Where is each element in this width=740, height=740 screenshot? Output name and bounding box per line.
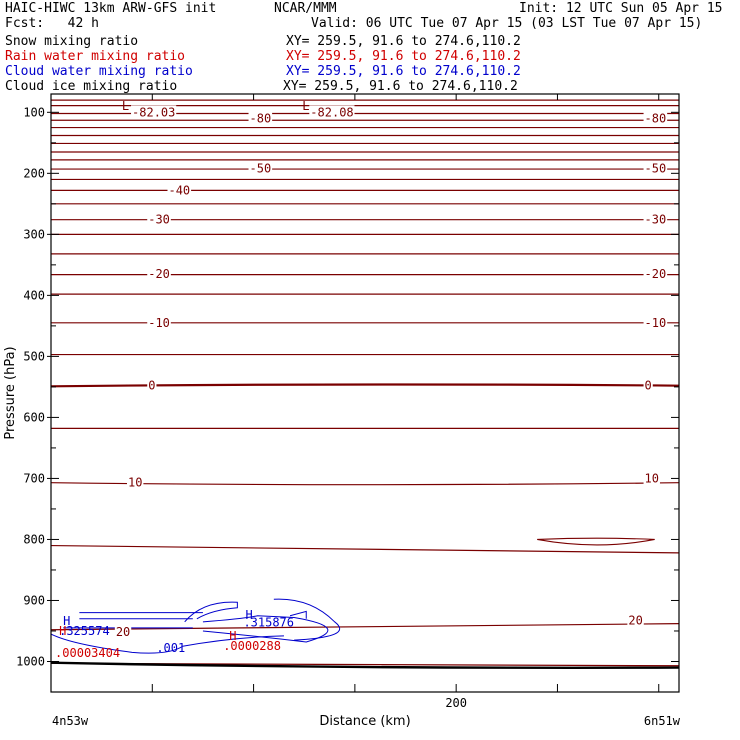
y-tick-label: 900 xyxy=(23,593,45,607)
contour-label-bg xyxy=(147,378,157,392)
y-tick-label: 200 xyxy=(23,166,45,180)
plot-frame xyxy=(50,93,680,693)
contour-label-bg xyxy=(248,161,273,175)
contour-label: H xyxy=(245,608,252,622)
contour-label-bg xyxy=(126,475,144,489)
header-init: Init: 12 UTC Sun 05 Apr 15 xyxy=(519,1,723,16)
field-snow-name: Snow mixing ratio xyxy=(5,34,139,49)
cloud-water-contour xyxy=(289,610,307,619)
y-tick-label: 500 xyxy=(23,349,45,363)
cloud-water-contour xyxy=(273,598,341,641)
field-cloud-water-name: Cloud water mixing ratio xyxy=(5,64,193,79)
y-tick-label: 700 xyxy=(23,471,45,485)
contour-label-bg xyxy=(131,105,177,119)
contour-label-bg xyxy=(167,183,192,197)
contour-label: .315876 xyxy=(243,615,294,629)
corner-label-left: 4n53w xyxy=(52,714,89,728)
cloud-water-contour xyxy=(184,601,238,623)
field-rain-xy: XY= 259.5, 91.6 to 274.6,110.2 xyxy=(286,49,521,64)
y-tick-label: 100 xyxy=(23,105,45,119)
temperature-contour xyxy=(50,544,680,554)
temperature-contour xyxy=(50,623,680,631)
x-axis-label: Distance (km) xyxy=(319,714,410,729)
contour-label: -30 xyxy=(148,213,170,227)
header-title-mid: NCAR/MMM xyxy=(274,1,337,16)
contour-label: .001 xyxy=(156,641,185,655)
contour-label-bg xyxy=(147,267,171,281)
y-axis-label: Pressure (hPa) xyxy=(3,346,18,439)
contour-label: -82.08 xyxy=(310,105,353,119)
contour-label-bg xyxy=(147,315,171,329)
contour-label: -50 xyxy=(645,161,667,175)
field-cloud-ice-xy: XY= 259.5, 91.6 to 274.6,110.2 xyxy=(283,79,518,94)
field-rain-name: Rain water mixing ratio xyxy=(5,49,186,64)
contour-label: 10 xyxy=(645,471,659,485)
contour-label-bg xyxy=(627,613,644,627)
header-title-left: HAIC-HIWC 13km ARW-GFS init xyxy=(5,1,217,16)
field-snow-xy: XY= 259.5, 91.6 to 274.6,110.2 xyxy=(286,34,521,49)
contour-label-bg xyxy=(643,267,668,281)
y-tick-label: 1000 xyxy=(16,654,45,668)
y-tick-label: 300 xyxy=(23,227,45,241)
contour-label: H xyxy=(229,629,236,643)
contour-label: L xyxy=(302,99,309,113)
contour-label: -80 xyxy=(250,111,272,125)
contour-label: 10 xyxy=(128,476,142,490)
contour-label: -20 xyxy=(645,267,667,281)
contour-label-bg xyxy=(114,625,132,639)
field-cloud-ice-name: Cloud ice mixing ratio xyxy=(5,79,178,94)
cloud-water-contour xyxy=(50,633,284,654)
temperature-contour-closed xyxy=(537,537,655,546)
contour-label: .325574 xyxy=(59,624,110,638)
contour-label: 20 xyxy=(116,625,130,639)
contour-label: L xyxy=(122,99,129,113)
contour-label: .0000288 xyxy=(223,639,281,653)
corner-label-right: 6n51w xyxy=(644,714,681,728)
contour-label-bg xyxy=(147,212,171,226)
y-tick-label: 600 xyxy=(23,410,45,424)
ground-surface-line xyxy=(50,661,680,669)
contour-label: -20 xyxy=(148,267,170,281)
field-cloud-water-xy: XY= 259.5, 91.6 to 274.6,110.2 xyxy=(286,64,521,79)
cloud-water-contour xyxy=(202,615,329,643)
temperature-contour xyxy=(50,482,680,486)
contour-label: -10 xyxy=(148,316,170,330)
x-tick-label: 200 xyxy=(445,696,467,710)
temperature-contour xyxy=(50,383,680,388)
header-fcst: Fcst: 42 h xyxy=(5,16,99,31)
contour-label: .00003404 xyxy=(55,646,120,660)
contour-label-bg xyxy=(643,378,653,392)
contour-label: 20 xyxy=(628,614,642,628)
contour-label: 0 xyxy=(645,379,652,393)
contour-label: -80 xyxy=(645,111,667,125)
contour-label-bg xyxy=(643,471,660,485)
contour-label: -30 xyxy=(645,213,667,227)
contour-label-bg xyxy=(643,315,668,329)
contour-label-bg xyxy=(248,111,273,125)
contour-label-bg xyxy=(309,105,355,119)
contour-label-bg xyxy=(643,212,668,226)
contour-label-bg xyxy=(643,161,668,175)
contour-label: H xyxy=(63,614,70,628)
contour-label: -82.03 xyxy=(132,105,175,119)
contour-label: -40 xyxy=(168,183,190,197)
y-tick-label: 800 xyxy=(23,532,45,546)
y-tick-label: 400 xyxy=(23,288,45,302)
contour-label: -10 xyxy=(645,316,667,330)
header-valid: Valid: 06 UTC Tue 07 Apr 15 (03 LST Tue … xyxy=(311,16,703,31)
contour-label: H xyxy=(59,624,66,638)
contour-label: 0 xyxy=(148,379,155,393)
contour-label: -50 xyxy=(250,161,272,175)
contour-label-bg xyxy=(643,111,668,125)
